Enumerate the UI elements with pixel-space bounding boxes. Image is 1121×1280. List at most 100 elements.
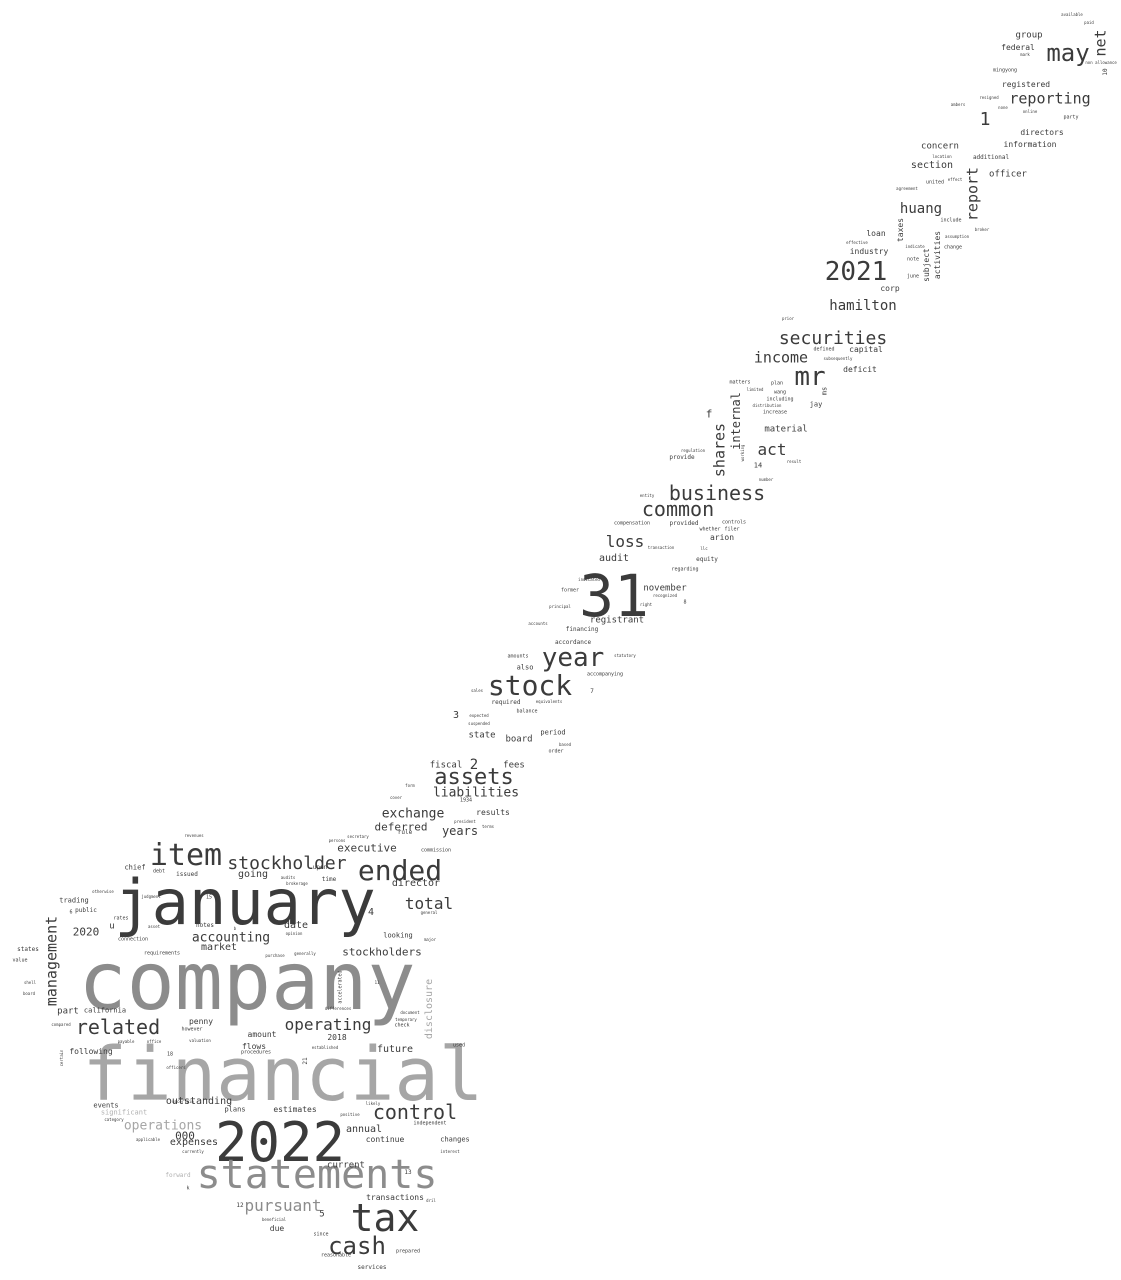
word: director [391, 878, 441, 889]
word: forward [165, 1172, 191, 1179]
word: due [269, 1224, 285, 1233]
word: debt [152, 868, 166, 875]
word: terms [481, 824, 495, 829]
word: subject [922, 248, 931, 282]
word: change [943, 244, 963, 251]
word: compensation [613, 520, 651, 527]
word: fees [503, 760, 525, 771]
word: agreement [896, 186, 918, 191]
word: 000 [175, 1129, 195, 1143]
word: upon [312, 864, 328, 871]
word: states [17, 946, 39, 953]
word: net [1091, 29, 1110, 57]
word: 31 [579, 562, 649, 630]
word: accounting [191, 930, 271, 946]
word: limited [746, 387, 764, 392]
word: 7 [590, 688, 594, 695]
word: whether [699, 526, 721, 533]
word: activities [933, 230, 942, 280]
word: distribution [752, 403, 782, 408]
word: ended [357, 854, 443, 887]
word: public [75, 907, 97, 914]
word: connection [117, 936, 149, 943]
word: corp [880, 284, 900, 293]
word: mr [794, 362, 826, 392]
word: 13 [404, 1169, 412, 1176]
word: shell [23, 980, 37, 985]
word: since [313, 1231, 329, 1238]
word: arion [709, 533, 735, 542]
word: cover [389, 795, 403, 800]
word: operations [123, 1118, 203, 1134]
word: deficit [843, 365, 877, 374]
word: united [925, 179, 945, 186]
word: currently [182, 1149, 204, 1154]
word: k [186, 1185, 190, 1192]
word: regarding [671, 566, 699, 573]
word: form [405, 783, 415, 788]
word: jay [809, 400, 823, 409]
word: online [1022, 109, 1038, 114]
word: secretary [347, 834, 369, 839]
word: value [12, 957, 28, 964]
word: assumption [944, 234, 970, 239]
word: 12 [236, 1202, 244, 1209]
word: audit [598, 553, 630, 564]
word: statements [196, 1152, 438, 1198]
word: subsequently [823, 356, 853, 361]
word: disclosure [424, 978, 435, 1040]
word: 1934 [459, 797, 473, 804]
word: 14 [753, 461, 763, 470]
word: accelerated [337, 970, 344, 1004]
word: item [149, 838, 223, 873]
word: matters [729, 379, 751, 386]
word: federal [1001, 43, 1035, 52]
word: recognized [652, 593, 678, 598]
word: otherwise [92, 889, 114, 894]
word: applicable [135, 1137, 161, 1142]
word: financing [565, 626, 599, 633]
word: regulation [680, 448, 706, 453]
word: date [283, 920, 309, 931]
word: expenses [169, 1137, 219, 1148]
word: officer [989, 169, 1027, 180]
word: notes [195, 922, 215, 929]
word: securities [778, 328, 888, 349]
word: registrant [589, 615, 645, 626]
word: controls [721, 519, 747, 526]
word: temporary [395, 1017, 417, 1022]
word: 6 [69, 909, 73, 916]
word: independent [413, 1120, 447, 1127]
word: continue [365, 1135, 405, 1144]
word: loss [605, 532, 645, 551]
word: valuation [189, 1038, 211, 1043]
word: mark [1020, 52, 1030, 57]
word: paid [1084, 20, 1094, 25]
word: hamilton [829, 298, 897, 314]
word: general [420, 910, 438, 915]
word: opinion [285, 931, 303, 936]
word: allowance [1095, 60, 1117, 65]
word: effective [846, 240, 868, 245]
word: trading [59, 896, 89, 905]
word: statutory [614, 653, 636, 658]
word: asset [147, 924, 161, 929]
word: 2020 [72, 925, 100, 939]
word: shares [710, 422, 729, 478]
word: stockholders [342, 945, 422, 959]
word: flows [241, 1042, 267, 1051]
word: prior [781, 316, 795, 321]
word: indicated [578, 577, 600, 582]
word: estimates [273, 1105, 317, 1114]
word: audits [280, 875, 296, 880]
word: indicate [905, 244, 925, 249]
word: 15 [205, 894, 213, 901]
word: pursuant [244, 1196, 322, 1215]
word: business [668, 481, 766, 505]
word: act [757, 440, 787, 459]
word: market [200, 942, 238, 953]
word: penny [188, 1017, 214, 1026]
word: looking [383, 931, 413, 940]
word: company [78, 935, 416, 1028]
